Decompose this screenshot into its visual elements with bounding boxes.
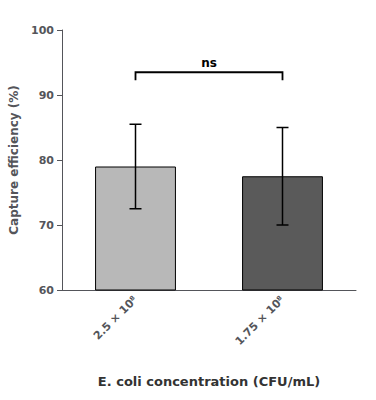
svg-text:60: 60 — [39, 284, 55, 297]
svg-text:1.75 × 10⁸: 1.75 × 10⁸ — [233, 293, 288, 348]
svg-text:70: 70 — [39, 219, 55, 232]
svg-text:90: 90 — [39, 89, 55, 102]
svg-text:E. coli concentration (CFU/mL): E. coli concentration (CFU/mL) — [98, 374, 320, 389]
svg-text:2.5 × 10⁸: 2.5 × 10⁸ — [91, 293, 140, 342]
svg-text:100: 100 — [31, 24, 54, 37]
svg-text:Capture efficiency (%): Capture efficiency (%) — [7, 85, 21, 235]
svg-text:80: 80 — [39, 154, 55, 167]
svg-text:ns: ns — [201, 56, 217, 70]
